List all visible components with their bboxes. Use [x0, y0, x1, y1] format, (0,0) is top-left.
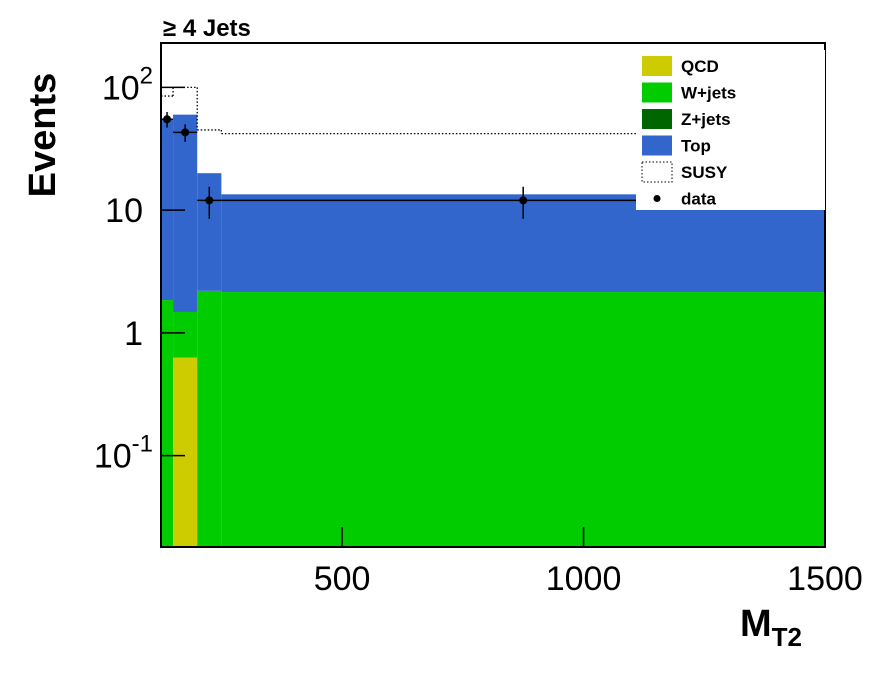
legend-label: SUSY	[681, 163, 728, 182]
data-point	[163, 115, 172, 124]
y-tick-label: 10	[105, 192, 143, 230]
legend-swatch	[642, 135, 672, 156]
x-axis-label-sub: T2	[772, 622, 802, 652]
legend-label: data	[681, 190, 717, 209]
histogram-bar	[173, 357, 198, 547]
chart-title: ≥ 4 Jets	[163, 15, 251, 42]
histogram-bar	[161, 300, 174, 547]
legend-label: Top	[681, 137, 711, 156]
legend-label: W+jets	[681, 84, 736, 103]
legend-swatch	[642, 56, 672, 76]
y-tick-label: 102	[102, 62, 153, 107]
x-axis-label-main: M	[740, 603, 772, 645]
histogram-bar	[197, 290, 222, 547]
y-tick-label: 10-1	[94, 431, 153, 476]
x-axis-label: MT2	[740, 603, 802, 652]
y-tick-exponent: 2	[140, 62, 153, 89]
legend-swatch	[642, 109, 672, 129]
histogram-bar	[173, 114, 198, 312]
y-tick-exponent: -1	[132, 431, 153, 458]
y-axis-label: Events	[22, 73, 64, 198]
legend-label: QCD	[681, 57, 719, 76]
data-point	[181, 128, 190, 137]
y-tick-label: 1	[124, 315, 143, 353]
plot-frame	[160, 42, 826, 548]
data-point	[205, 196, 214, 205]
histogram-bar	[221, 292, 825, 547]
data-point	[519, 196, 528, 205]
legend-swatch	[641, 161, 673, 183]
x-tick-label: 500	[314, 560, 371, 598]
y-tick-base: 10	[94, 438, 132, 476]
legend-box	[636, 50, 825, 210]
legend-swatch	[653, 195, 661, 202]
legend-label: Z+jets	[681, 110, 731, 129]
x-tick-label: 1500	[787, 560, 863, 598]
x-tick-label: 1000	[546, 560, 622, 598]
y-tick-base: 10	[102, 69, 140, 107]
legend-swatch	[642, 82, 672, 103]
histogram-bar	[173, 311, 198, 358]
